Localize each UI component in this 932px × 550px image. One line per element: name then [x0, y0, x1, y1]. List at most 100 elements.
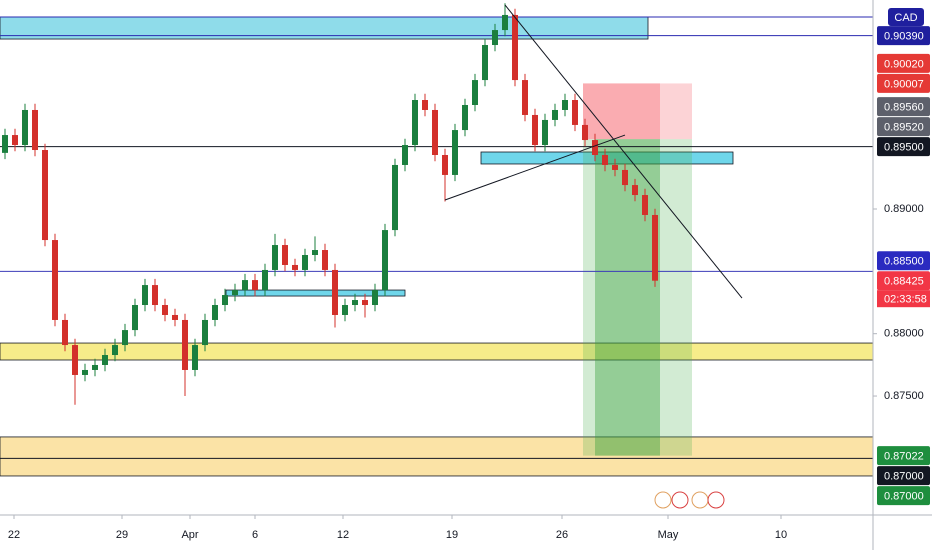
candle-body: [612, 164, 618, 170]
countdown: 02:33:58: [884, 294, 927, 306]
x-tick-label: 12: [337, 529, 349, 541]
price-badge-label: 0.90390: [884, 31, 924, 43]
candle-body: [622, 169, 628, 186]
candle-body: [402, 145, 408, 165]
price-badge-label: 0.87000: [884, 471, 924, 483]
x-tick-label: May: [658, 529, 679, 541]
zone: [225, 289, 406, 297]
event-icon: [707, 491, 725, 509]
candle-body: [552, 109, 558, 120]
y-tick-label: 0.88000: [884, 328, 924, 340]
stop-zone-active: [583, 83, 660, 140]
trendline: [444, 134, 626, 201]
time-axis: [0, 515, 873, 550]
price-badge: [877, 97, 930, 117]
candle-body: [172, 314, 178, 320]
candle-body: [122, 330, 128, 346]
candle-body: [382, 230, 388, 291]
candle-body: [292, 264, 298, 270]
candle-body: [182, 319, 188, 370]
price-badge: [877, 73, 930, 93]
candle-body: [632, 185, 638, 196]
candle-body: [352, 300, 358, 306]
candle-body: [472, 80, 478, 105]
price-badge-label: 0.87022: [884, 451, 924, 463]
candle-body: [572, 100, 578, 125]
candle-body: [482, 45, 488, 81]
candle-body: [592, 140, 598, 155]
candle-body: [342, 305, 348, 315]
candle-body: [282, 245, 288, 265]
candle-body: [272, 245, 278, 270]
symbol-badge: [888, 8, 924, 26]
x-tick-label: 29: [116, 529, 128, 541]
candle-body: [232, 290, 238, 296]
candle-body: [42, 150, 48, 241]
candle-body: [312, 250, 318, 256]
candle-body: [92, 364, 98, 370]
candle-body: [152, 285, 158, 306]
candle-body: [192, 345, 198, 370]
symbol-badge-label: CAD: [894, 12, 917, 24]
y-tick-label: 0.87500: [884, 390, 924, 402]
candle-body: [532, 114, 538, 146]
candle-body: [242, 280, 248, 291]
candle-body: [52, 240, 58, 320]
candle-body: [562, 100, 568, 110]
candle-body: [642, 195, 648, 215]
price-badge-label: 0.88500: [884, 256, 924, 268]
candle-body: [602, 154, 608, 165]
price-badge-label: 0.90020: [884, 58, 924, 70]
candle-body: [522, 80, 528, 115]
candle-body: [582, 124, 588, 141]
price-badge: [877, 26, 930, 46]
x-tick-label: Apr: [181, 529, 198, 541]
price-badge: [877, 137, 930, 157]
candle-body: [362, 300, 368, 306]
price-badge-label: 0.90007: [884, 78, 924, 90]
x-tick-label: 26: [556, 529, 568, 541]
candle-body: [12, 135, 18, 146]
candle-body: [162, 305, 168, 315]
candle-body: [392, 164, 398, 231]
stop-zone: [583, 83, 692, 140]
candle-body: [262, 269, 268, 291]
candle-body: [492, 30, 498, 46]
candle-body: [502, 14, 508, 31]
price-badge-label: 0.89560: [884, 102, 924, 114]
candle-body: [652, 214, 658, 281]
candle-body: [442, 154, 448, 175]
candle-body: [202, 319, 208, 346]
candle-body: [112, 345, 118, 356]
price-badge: [877, 486, 930, 506]
x-tick-label: 6: [252, 529, 258, 541]
candle-body: [212, 305, 218, 320]
candle-body: [1, 135, 8, 153]
zone: [0, 342, 874, 361]
price-badge: [877, 446, 930, 466]
candle-body: [132, 305, 138, 331]
candle-body: [252, 280, 258, 291]
candle-body: [322, 250, 328, 270]
price-badge-label: 0.88425: [884, 276, 924, 288]
candle-body: [102, 355, 108, 365]
event-icon: [691, 491, 709, 509]
candle-body: [22, 109, 28, 146]
event-icons: [654, 491, 725, 509]
price-badge: [877, 466, 930, 486]
candle-body: [332, 269, 338, 315]
candle-body: [412, 100, 418, 146]
price-badge-label: 0.89500: [884, 142, 924, 154]
candle-body: [372, 290, 378, 306]
candle-body: [72, 345, 78, 375]
candle-body: [142, 285, 148, 306]
candle-body: [222, 295, 228, 306]
price-badge-label: 0.87000: [884, 491, 924, 503]
candle-body: [62, 319, 68, 346]
y-tick-label: 0.89000: [884, 203, 924, 215]
candle-body: [32, 109, 38, 151]
event-icon: [671, 491, 689, 509]
x-tick-label: 19: [446, 529, 458, 541]
price-badge: [877, 53, 930, 73]
